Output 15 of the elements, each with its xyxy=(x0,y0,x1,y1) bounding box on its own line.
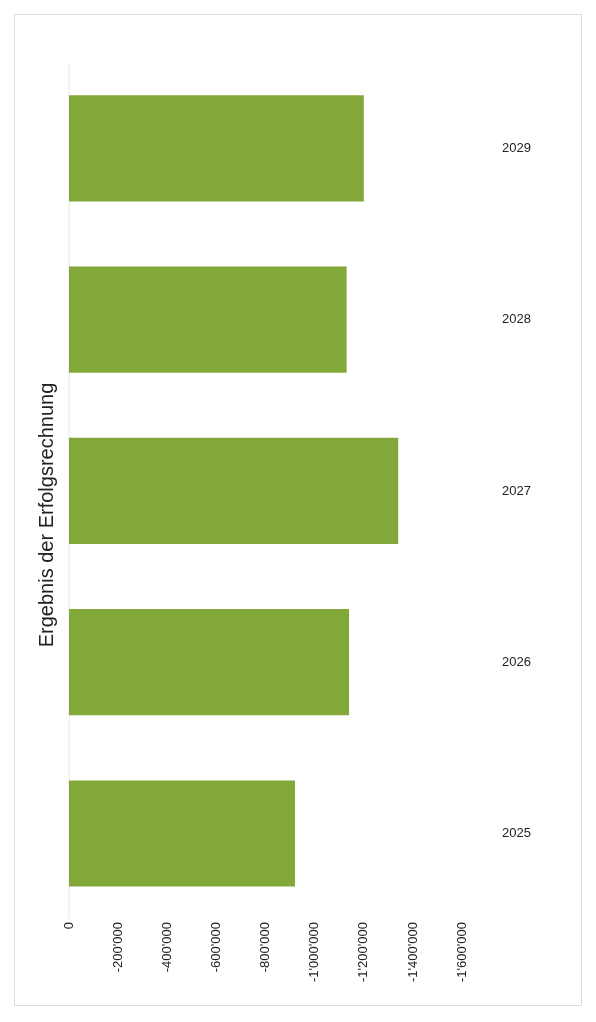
x-tick-label: -600'000 xyxy=(207,922,223,973)
x-tick-label: 0 xyxy=(60,922,76,930)
y-tick-label: 2025 xyxy=(502,825,531,841)
x-tick-label: -400'000 xyxy=(158,922,174,973)
text: Ergebnis der Erfolgsrechnung xyxy=(34,382,57,648)
x-tick-label: -1'600'000 xyxy=(453,922,469,982)
y-tick-label: 2027 xyxy=(502,482,531,498)
x-tick-label: -1'200'000 xyxy=(355,922,371,982)
y-tick-label: 2028 xyxy=(502,311,531,327)
y-tick-label: 2029 xyxy=(502,140,531,156)
y-tick-label: 2026 xyxy=(502,653,531,669)
x-tick-label: -1'000'000 xyxy=(306,922,322,982)
x-tick-label: -200'000 xyxy=(109,922,125,973)
x-tick-label: -800'000 xyxy=(257,922,273,973)
x-tick-label: -1'400'000 xyxy=(404,922,420,982)
